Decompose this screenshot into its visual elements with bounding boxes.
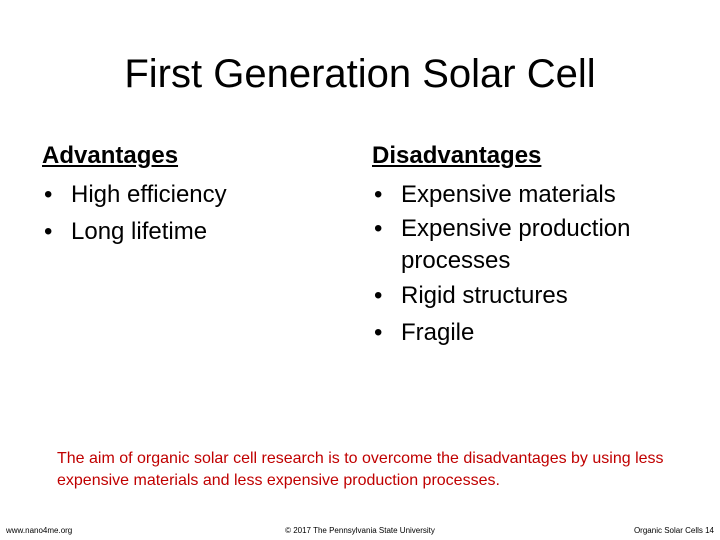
bullet-item: Expensive production processes [372,213,682,277]
heading: Advantages [42,142,179,169]
footer-right: Organic Solar Cells 14 [633,526,714,535]
advantages: Advantages High efficiencyLong lifetime [42,136,227,250]
footer-left: www.nano4me.org [6,526,73,535]
list: Expensive materialsExpensive production … [372,176,682,351]
list: High efficiencyLong lifetime [42,176,227,250]
title: First Generation Solar Cell [124,52,596,96]
bullet-item: Rigid structures [372,277,682,314]
note: The aim of organic solar cell research i… [57,450,664,489]
bullet-item: Long lifetime [42,213,227,250]
footer-center: © 2017 The Pennsylvania State University [285,526,435,535]
bullet-item: Expensive materials [372,176,682,213]
heading: Disadvantages [372,142,542,169]
bullet-item: Fragile [372,314,682,351]
disadvantages: Disadvantages Expensive materialsExpensi… [372,136,682,351]
bullet-item: High efficiency [42,176,227,213]
